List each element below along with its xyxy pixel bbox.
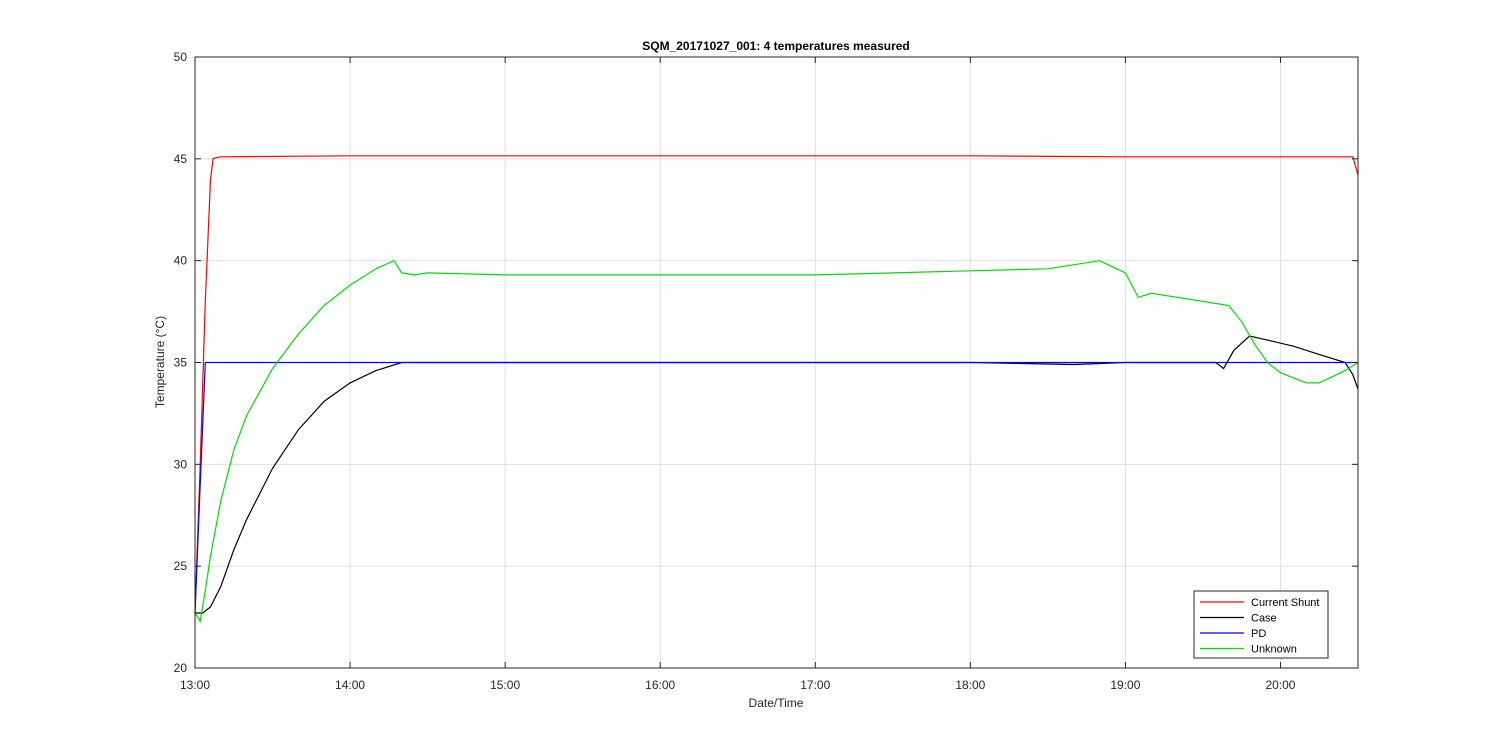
x-tick-label: 19:00: [1110, 678, 1140, 692]
y-tick-label: 20: [174, 661, 188, 675]
x-tick-label: 20:00: [1265, 678, 1295, 692]
axis-ticks: 13:00 14:00 15:00 16:00 17:00 18:00 19:00 20:00…: [174, 50, 1358, 692]
y-tick-label: 25: [174, 559, 188, 573]
legend: Current Shunt Case PD Unknown: [1193, 590, 1329, 659]
series-line-unknown: [194, 259, 1359, 623]
legend-label-case: Case: [1251, 613, 1277, 625]
x-tick-label: 17:00: [800, 678, 830, 692]
y-axis-label: Temperature (°C): [153, 316, 167, 408]
y-tick-label: 40: [174, 254, 188, 268]
series-line-pd: [194, 361, 1358, 614]
y-tick-label: 30: [174, 457, 188, 471]
legend-label-pd: PD: [1251, 628, 1266, 640]
y-tick-label: 50: [174, 50, 188, 64]
x-tick-label: 15:00: [490, 678, 520, 692]
series-layer: [194, 155, 1359, 623]
legend-label-unknown: Unknown: [1251, 644, 1297, 656]
x-tick-label: 13:00: [180, 678, 210, 692]
x-tick-label: 14:00: [335, 678, 365, 692]
y-tick-label: 45: [174, 152, 188, 166]
x-tick-label: 16:00: [645, 678, 675, 692]
series-line-current-shunt: [194, 155, 1359, 614]
y-tick-label: 35: [174, 356, 188, 370]
legend-label-current-shunt: Current Shunt: [1251, 597, 1319, 609]
chart-title: SQM_20171027_001: 4 temperatures measure…: [642, 39, 910, 53]
x-tick-label: 18:00: [955, 678, 985, 692]
x-axis-label: Date/Time: [749, 696, 804, 710]
